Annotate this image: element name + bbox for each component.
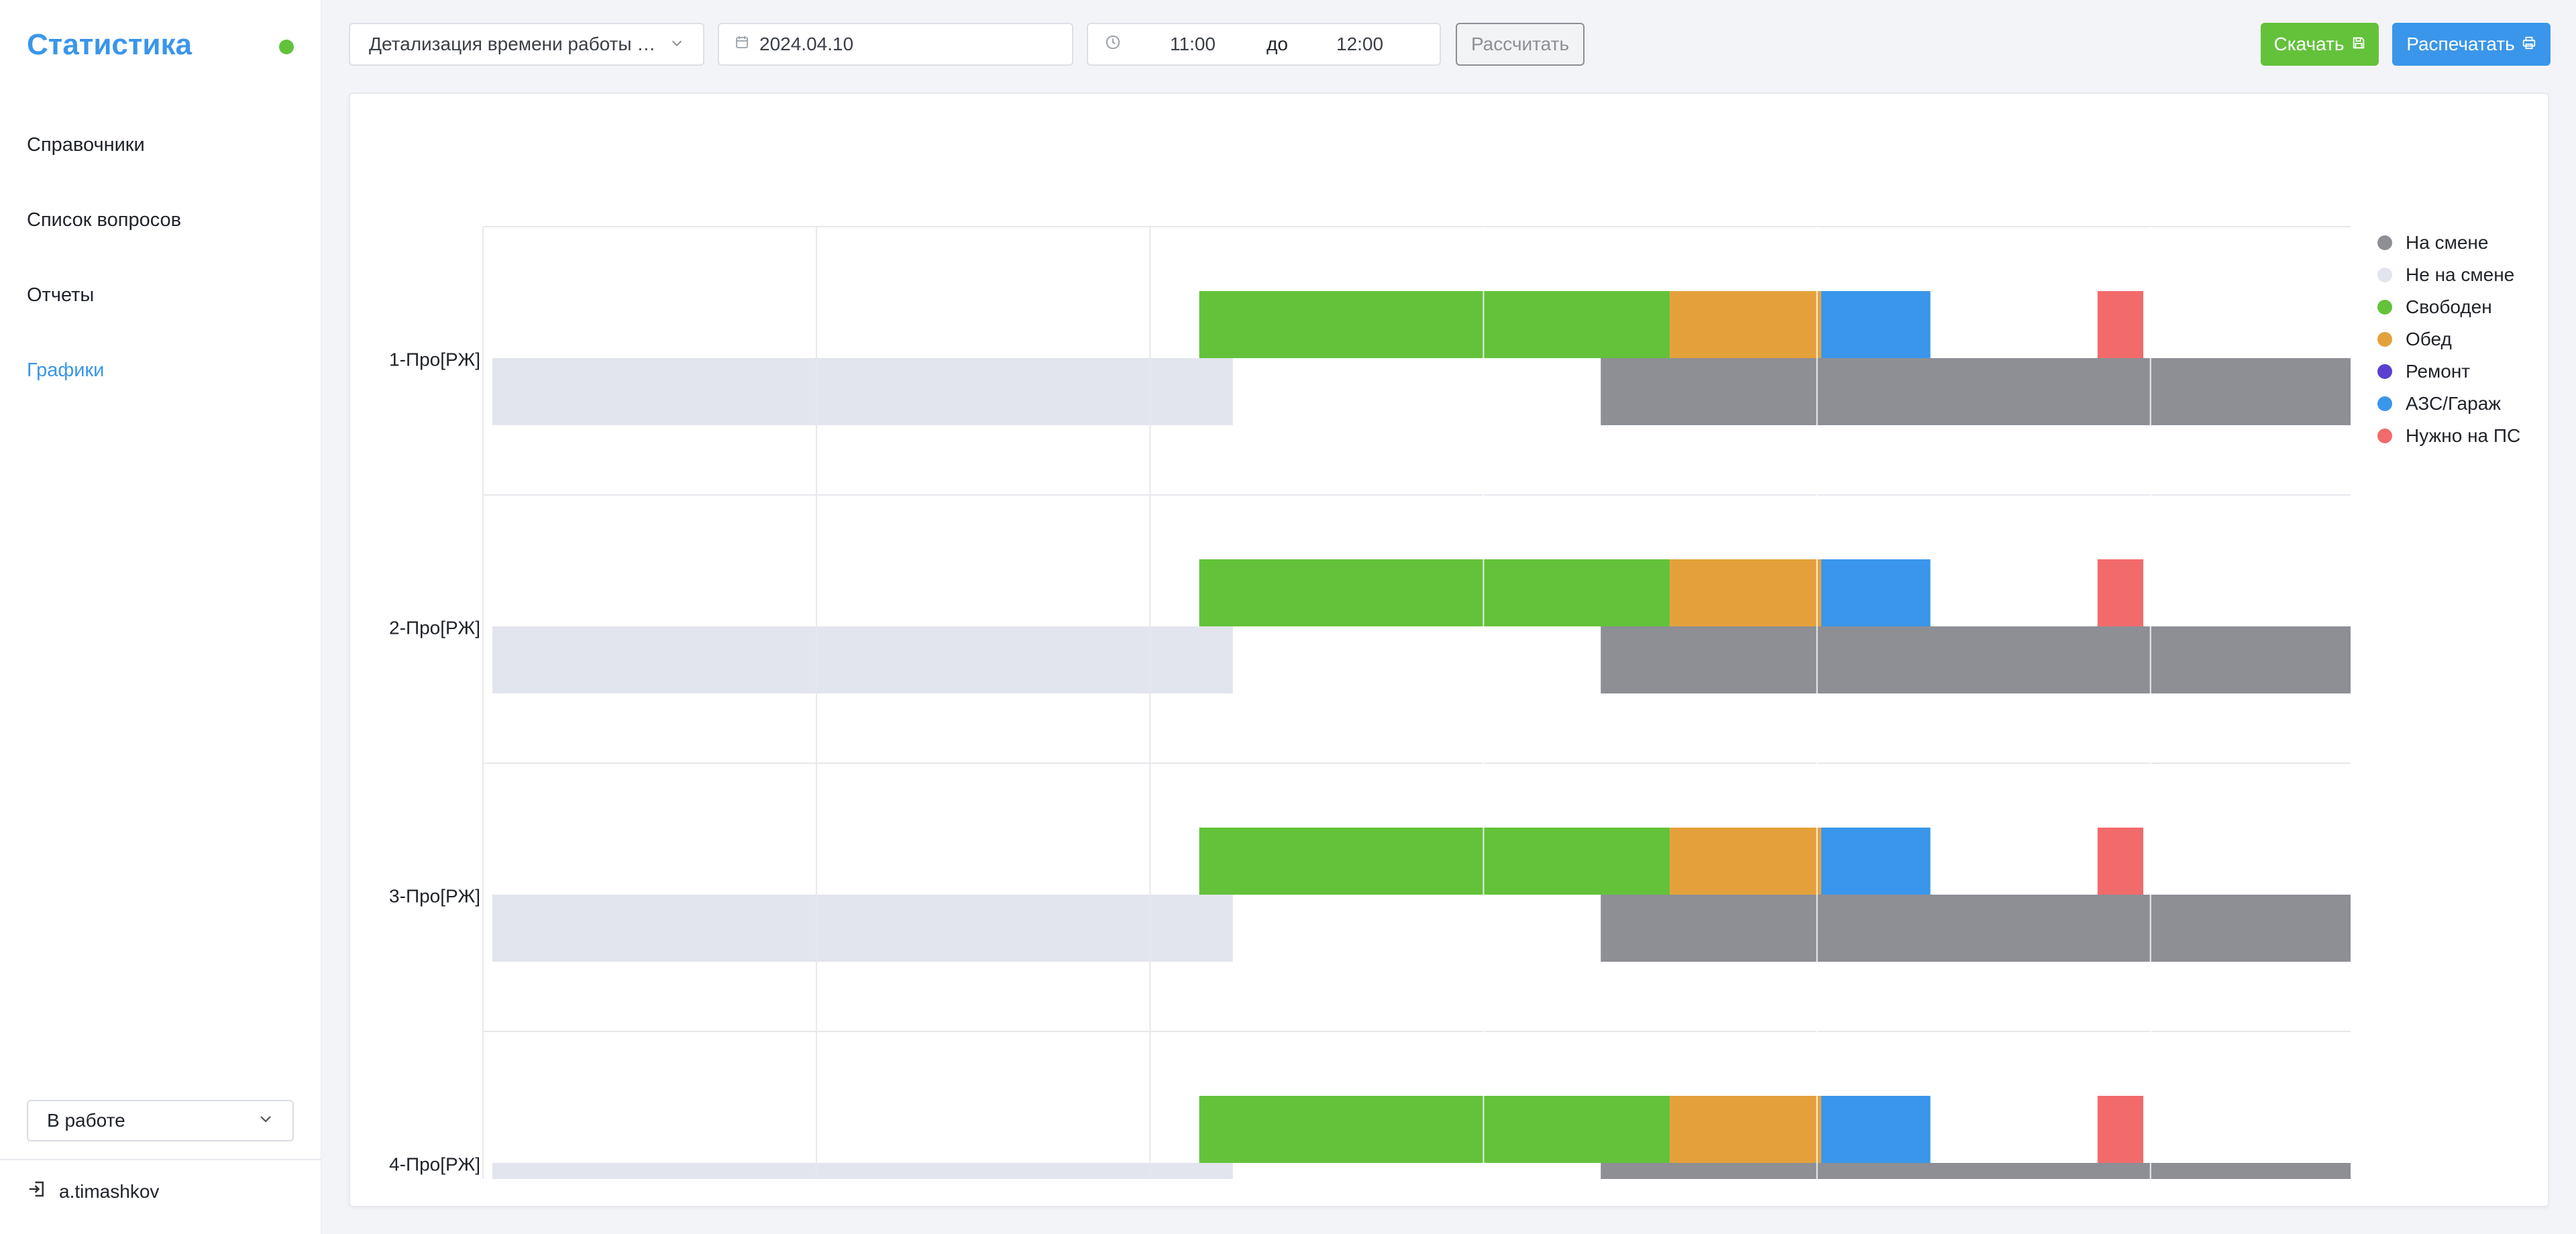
legend-label: АЗС/Гараж bbox=[2406, 393, 2501, 414]
timeline-bar[interactable] bbox=[1670, 1096, 1821, 1163]
chart-legend: На смене Не на смене Свободен Обед Ремонт АЗС… bbox=[2377, 227, 2520, 452]
timeline-bar[interactable] bbox=[1821, 291, 1931, 358]
download-button-label: Скачать bbox=[2273, 34, 2345, 54]
legend-swatch bbox=[2377, 268, 2392, 282]
legend-label: Не на смене bbox=[2406, 264, 2515, 285]
username: a.timashkov bbox=[59, 1180, 160, 1202]
timeline-bar[interactable] bbox=[2097, 828, 2143, 895]
time-range-picker[interactable]: 11:00 до 12:00 bbox=[1087, 23, 1441, 66]
sidebar-item-charts[interactable]: Графики bbox=[27, 359, 105, 381]
timeline-bar[interactable] bbox=[492, 895, 1233, 962]
calendar-icon bbox=[734, 34, 750, 55]
online-status-dot bbox=[279, 40, 294, 54]
legend-item[interactable]: АЗС/Гараж bbox=[2377, 388, 2520, 420]
save-icon bbox=[2351, 34, 2366, 55]
logout-icon[interactable] bbox=[27, 1179, 47, 1204]
legend-swatch bbox=[2377, 396, 2392, 411]
report-type-select[interactable]: Детализация времени работы бригад bbox=[349, 23, 704, 66]
printer-icon bbox=[2522, 34, 2536, 55]
row-label: 1-Про[РЖ] bbox=[389, 349, 480, 370]
user-logout[interactable]: a.timashkov bbox=[27, 1179, 159, 1204]
sidebar: Статистика Справочники Список вопросов О… bbox=[0, 0, 321, 1234]
legend-item[interactable]: Ремонт bbox=[2377, 355, 2520, 388]
calculate-button[interactable]: Рассчитать bbox=[1456, 23, 1585, 66]
print-button-label: Распечатать bbox=[2406, 34, 2515, 54]
chevron-down-icon bbox=[669, 34, 684, 55]
legend-item[interactable]: Свободен bbox=[2377, 291, 2520, 323]
timeline-bar[interactable] bbox=[492, 1163, 1233, 1230]
time-to[interactable]: 12:00 bbox=[1336, 34, 1384, 54]
legend-label: Нужно на ПС bbox=[2406, 425, 2521, 446]
sidebar-divider bbox=[0, 1159, 321, 1160]
timeline-bar[interactable] bbox=[1601, 626, 2351, 693]
legend-swatch bbox=[2377, 364, 2392, 379]
legend-swatch bbox=[2377, 429, 2392, 443]
timeline-bar[interactable] bbox=[1199, 828, 1670, 895]
legend-swatch bbox=[2377, 300, 2392, 315]
work-status-select[interactable]: В работе bbox=[27, 1100, 294, 1141]
timeline-bar[interactable] bbox=[1821, 1096, 1931, 1163]
work-status-value: В работе bbox=[47, 1110, 125, 1131]
sidebar-item-questions[interactable]: Список вопросов bbox=[27, 209, 182, 231]
timeline-bar[interactable] bbox=[1670, 828, 1821, 895]
clock-icon bbox=[1104, 34, 1122, 56]
timeline-bar[interactable] bbox=[1821, 559, 1931, 626]
timeline-bar[interactable] bbox=[2097, 559, 2143, 626]
timeline-bar[interactable] bbox=[492, 358, 1233, 425]
timeline-bar[interactable] bbox=[1670, 559, 1821, 626]
bars-group bbox=[492, 291, 2351, 1230]
sidebar-nav: Справочники Список вопросов Отчеты Графи… bbox=[0, 107, 321, 408]
download-button[interactable]: Скачать bbox=[2261, 23, 2379, 66]
row-label: 4-Про[РЖ] bbox=[389, 1154, 480, 1174]
sidebar-item-directories[interactable]: Справочники bbox=[27, 133, 145, 156]
app-title: Статистика bbox=[27, 28, 192, 61]
timeline-bar[interactable] bbox=[492, 626, 1233, 693]
legend-label: Обед bbox=[2406, 329, 2452, 349]
timeline-bar[interactable] bbox=[1199, 291, 1670, 358]
row-label: 2-Про[РЖ] bbox=[389, 617, 480, 638]
legend-item[interactable]: Нужно на ПС bbox=[2377, 420, 2520, 452]
legend-label: На смене bbox=[2406, 232, 2489, 253]
legend-item[interactable]: Не на смене bbox=[2377, 259, 2520, 291]
legend-label: Свободен bbox=[2406, 296, 2492, 317]
timeline-bar[interactable] bbox=[1199, 1096, 1670, 1163]
legend-swatch bbox=[2377, 235, 2392, 250]
legend-label: Ремонт bbox=[2406, 361, 2471, 382]
time-from[interactable]: 11:00 bbox=[1170, 34, 1216, 54]
legend-item[interactable]: Обед bbox=[2377, 323, 2520, 355]
timeline-bar[interactable] bbox=[1601, 1163, 2351, 1230]
timeline-bar[interactable] bbox=[1821, 828, 1931, 895]
timeline-bar[interactable] bbox=[2097, 1096, 2143, 1163]
legend-swatch bbox=[2377, 332, 2392, 347]
time-range-separator: до bbox=[1267, 34, 1288, 54]
sidebar-item-reports[interactable]: Отчеты bbox=[27, 284, 95, 306]
legend-item[interactable]: На смене bbox=[2377, 227, 2520, 259]
chevron-down-icon bbox=[258, 1110, 274, 1131]
timeline-bar[interactable] bbox=[1601, 895, 2351, 962]
date-picker[interactable]: 2024.04.10 bbox=[718, 23, 1073, 66]
timeline-bar[interactable] bbox=[2097, 291, 2143, 358]
print-button[interactable]: Распечатать bbox=[2392, 23, 2551, 66]
date-value: 2024.04.10 bbox=[759, 34, 854, 54]
timeline-bar[interactable] bbox=[1601, 358, 2351, 425]
timeline-bar[interactable] bbox=[1199, 559, 1670, 626]
timeline-bar[interactable] bbox=[1670, 291, 1821, 358]
row-label: 3-Про[РЖ] bbox=[389, 885, 480, 906]
